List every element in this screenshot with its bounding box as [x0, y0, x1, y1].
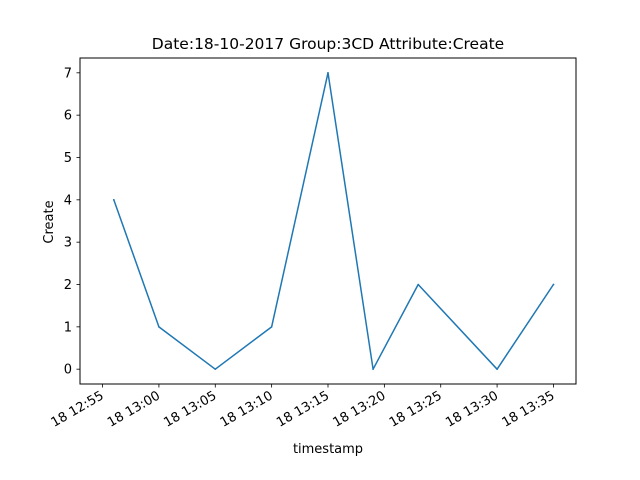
- data-point: [327, 72, 329, 74]
- y-tick-label: 2: [64, 278, 72, 293]
- chart-title: Date:18-10-2017 Group:3CD Attribute:Crea…: [152, 35, 504, 53]
- y-tick-label: 6: [64, 109, 72, 124]
- y-axis-label: Create: [42, 200, 57, 243]
- data-point: [552, 283, 555, 286]
- x-axis-label: timestamp: [293, 442, 363, 457]
- data-point: [372, 368, 374, 370]
- data-point: [158, 326, 160, 328]
- y-tick-label: 7: [64, 66, 72, 81]
- data-point: [113, 199, 115, 201]
- y-tick-label: 4: [64, 193, 72, 208]
- data-point: [214, 368, 217, 370]
- y-tick-label: 0: [64, 363, 72, 378]
- data-point: [417, 283, 419, 286]
- data-point: [496, 368, 498, 370]
- y-tick-label: 3: [64, 236, 72, 251]
- y-tick-label: 5: [64, 151, 72, 166]
- y-tick-label: 1: [64, 320, 72, 335]
- data-point: [270, 326, 273, 328]
